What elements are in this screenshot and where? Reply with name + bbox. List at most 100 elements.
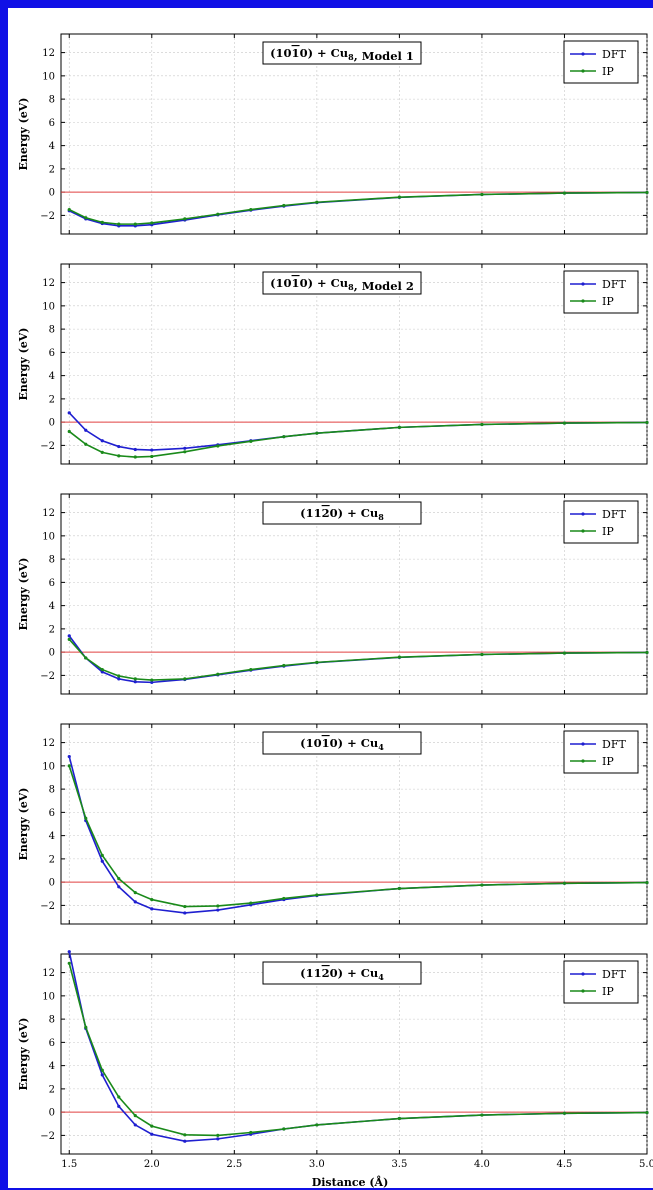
data-point-ip	[117, 877, 121, 881]
title-subscript: 4	[378, 972, 384, 982]
legend-marker-ip	[581, 989, 585, 993]
data-point-dft	[100, 670, 104, 674]
data-point-ip	[249, 667, 253, 672]
data-point-ip	[216, 672, 220, 676]
legend-label-ip: IP	[602, 525, 614, 538]
data-point-dft	[183, 446, 187, 450]
data-point-ip	[249, 439, 253, 443]
y-tick-label: 2	[49, 624, 55, 635]
data-point-ip	[100, 450, 104, 454]
y-tick-label: −2	[40, 671, 55, 682]
y-tick-label: 0	[49, 648, 55, 659]
data-point-dft	[216, 1137, 220, 1141]
data-point-ip	[84, 656, 88, 660]
data-point-ip	[397, 886, 401, 891]
x-tick-label: 4.0	[474, 1159, 490, 1170]
y-tick-label: 12	[42, 508, 55, 519]
data-point-ip	[315, 431, 319, 435]
data-point-ip	[150, 678, 154, 682]
y-tick-label: 12	[42, 278, 55, 289]
x-tick-label: 1.5	[61, 1159, 77, 1170]
legend-label-ip: IP	[602, 985, 614, 998]
y-axis-label: Energy (eV)	[17, 557, 30, 630]
y-tick-label: 6	[49, 348, 55, 359]
legend-marker-ip	[581, 759, 585, 763]
y-axis-label: Energy (eV)	[17, 787, 30, 860]
title-text: 0) + Cu	[330, 736, 379, 750]
data-point-ip	[282, 435, 286, 439]
data-point-ip	[480, 883, 484, 887]
data-point-ip	[117, 674, 121, 678]
data-point-ip	[282, 663, 286, 668]
data-point-ip	[150, 454, 154, 459]
y-tick-label: 10	[42, 761, 55, 772]
title-text: (10	[300, 736, 321, 750]
x-tick-label: 3.0	[309, 1159, 325, 1170]
y-tick-label: 10	[42, 531, 55, 542]
title-box	[262, 41, 422, 65]
panel-5: 1.5 2.0 2.5 3.0 3.5 4.0 4.5 5.0 −2 0 2 4 6 8 10 12 Energ…	[17, 950, 653, 1170]
data-point-ip	[183, 677, 187, 681]
data-point-ip	[150, 221, 154, 225]
data-point-dft	[100, 859, 104, 863]
title-subscript: 8	[378, 512, 384, 522]
legend-box	[563, 730, 639, 774]
data-point-dft	[133, 447, 137, 452]
legend-label-dft: DFT	[602, 968, 626, 981]
data-point-ip	[150, 1124, 154, 1128]
title-text: 0) + Cu	[330, 966, 379, 980]
title-text: , Model 2	[354, 279, 414, 293]
data-point-ip	[133, 222, 137, 226]
data-point-ip	[397, 195, 401, 199]
data-point-ip	[249, 1130, 253, 1135]
y-tick-label: 0	[49, 418, 55, 429]
y-tick-label: 2	[49, 394, 55, 405]
data-point-ip	[84, 1025, 88, 1029]
data-point-ip	[645, 190, 649, 195]
y-tick-label: 12	[42, 738, 55, 749]
data-point-dft	[117, 444, 121, 449]
x-axis-label: Distance (Å)	[312, 1175, 389, 1189]
data-point-ip	[397, 655, 401, 659]
y-tick-label: 4	[49, 1061, 55, 1072]
chart-title: (1120) + Cu4	[300, 966, 384, 982]
data-point-dft	[100, 1073, 104, 1077]
title-box	[262, 271, 422, 295]
data-point-ip	[84, 442, 88, 446]
data-point-ip	[84, 816, 88, 820]
title-overbar-digit: 1	[322, 736, 330, 750]
legend-marker-dft	[581, 52, 585, 56]
y-tick-label: 10	[42, 301, 55, 312]
legend-label-dft: DFT	[602, 508, 626, 521]
data-point-dft	[117, 885, 121, 889]
y-tick-label: 8	[49, 1015, 55, 1026]
legend-box	[563, 270, 639, 314]
data-point-ip	[100, 220, 104, 224]
title-box	[262, 501, 422, 525]
chart-title: (1010) + Cu8, Model 1	[270, 46, 414, 63]
data-point-dft	[133, 1123, 137, 1127]
x-tick-label: 5.0	[639, 1159, 653, 1170]
data-point-ip	[67, 764, 71, 768]
y-tick-label: 8	[49, 555, 55, 566]
data-point-ip	[282, 896, 286, 901]
data-point-ip	[100, 667, 104, 672]
data-point-dft	[183, 911, 187, 915]
legend-label-dft: DFT	[602, 278, 626, 291]
data-point-ip	[183, 1133, 187, 1137]
y-tick-label: 10	[42, 991, 55, 1002]
data-point-ip	[100, 853, 104, 857]
data-point-dft	[133, 680, 137, 684]
data-point-ip	[397, 425, 401, 429]
data-point-ip	[249, 901, 253, 905]
y-tick-label: 0	[49, 188, 55, 199]
data-point-dft	[117, 1104, 121, 1108]
y-axis-label: Energy (eV)	[17, 1017, 30, 1090]
legend-box	[563, 960, 639, 1004]
data-point-ip	[315, 893, 319, 897]
y-tick-label: 8	[49, 785, 55, 796]
